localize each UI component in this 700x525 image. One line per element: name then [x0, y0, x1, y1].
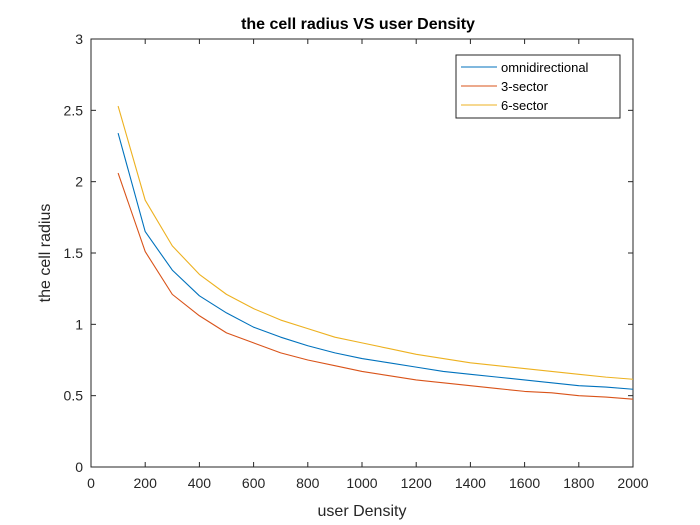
x-tick-label: 2000	[617, 475, 648, 491]
y-tick-label: 0	[75, 459, 83, 475]
y-tick-label: 2	[75, 174, 83, 190]
y-tick-label: 2.5	[64, 102, 84, 118]
y-tick-label: 0.5	[64, 388, 84, 404]
series-group	[117, 105, 634, 400]
legend: omnidirectional 3-sector 6-sector	[455, 54, 621, 119]
series-line-6-sector	[117, 105, 634, 380]
legend-label: omnidirectional	[501, 60, 589, 75]
y-axis-label: the cell radius	[37, 204, 54, 303]
legend-label: 3-sector	[501, 79, 549, 94]
x-tick-label: 600	[242, 475, 266, 491]
y-tick-label: 3	[75, 31, 83, 47]
legend-label: 6-sector	[501, 98, 549, 113]
x-tick-label: 1800	[563, 475, 594, 491]
x-tick-label: 1000	[346, 475, 377, 491]
x-axis-label: user Density	[318, 503, 407, 520]
y-axis: 0 0.5 1 1.5 2 2.5 3	[64, 31, 633, 475]
x-tick-label: 0	[87, 475, 95, 491]
series-line-3-sector	[117, 172, 634, 400]
x-tick-label: 800	[296, 475, 320, 491]
x-tick-label: 1400	[455, 475, 486, 491]
x-axis: 0 200 400 600 800 1000 1200 1400 1600 1800 2000	[87, 39, 649, 491]
x-tick-label: 400	[188, 475, 212, 491]
y-tick-label: 1.5	[64, 245, 84, 261]
series-line-omnidirectional	[117, 133, 634, 390]
x-tick-label: 200	[134, 475, 158, 491]
chart-title: the cell radius VS user Density	[241, 16, 475, 33]
x-tick-label: 1600	[509, 475, 540, 491]
x-tick-label: 1200	[401, 475, 432, 491]
y-tick-label: 1	[75, 316, 83, 332]
